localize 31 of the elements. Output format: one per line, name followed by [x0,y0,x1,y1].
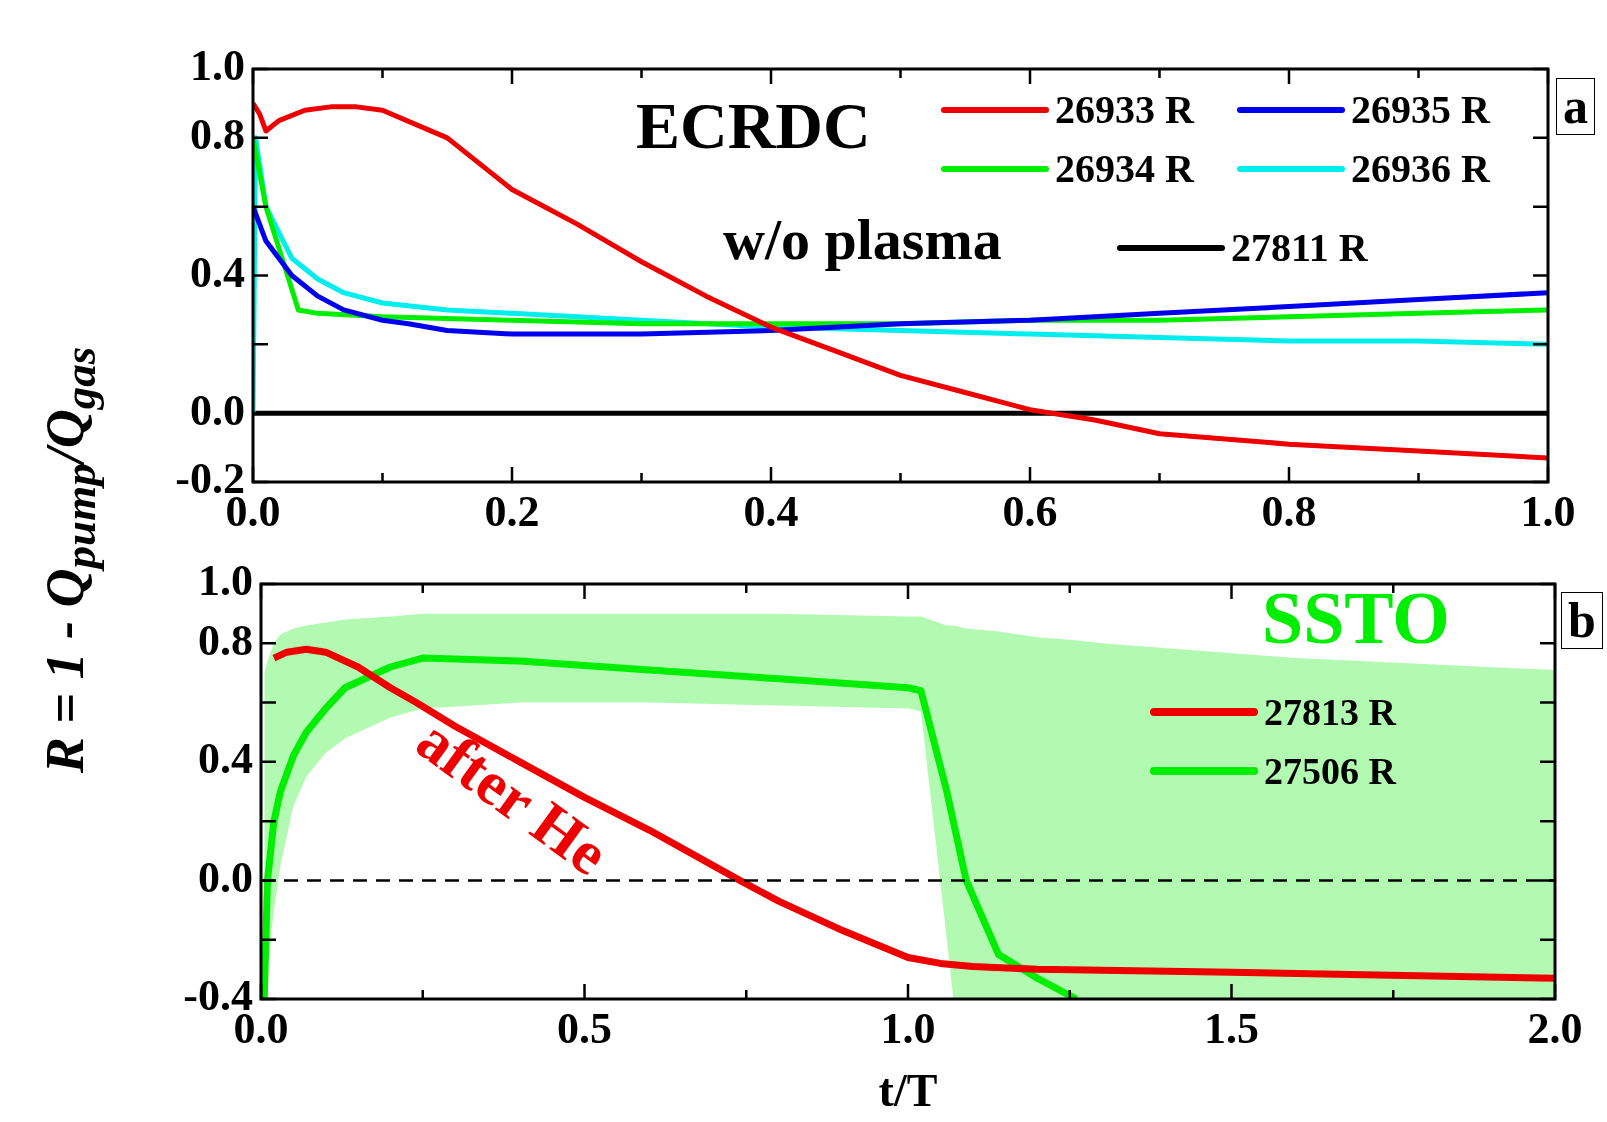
x-tick-label: 2.0 [1527,1003,1583,1053]
x-tick-label: 1.0 [880,1003,936,1053]
annotation: ECRDC [636,89,871,163]
legend-label: 26935 R [1351,86,1490,133]
y-tick-label: 1.0 [190,41,245,91]
y-tick-label: 0.4 [198,734,253,784]
legend-label: 26933 R [1055,86,1194,133]
x-tick-label: 0.2 [484,486,540,536]
annotation: SSTO [1262,577,1450,660]
x-tick-label: 1.5 [1204,1003,1259,1053]
x-tick-label: 0.8 [1261,486,1317,536]
legend-label: 26934 R [1055,145,1194,192]
annotation: after He [404,705,621,888]
x-axis-title: t/T [878,1065,938,1117]
x-tick-label: 1.0 [1520,486,1576,536]
annotation: w/o plasma [723,207,1002,272]
x-tick-label: 0.5 [557,1003,612,1053]
legend-label: 26936 R [1351,145,1490,192]
x-tick-label: 0.6 [1002,486,1058,536]
x-tick-label: 0.4 [743,486,799,536]
text: b [1561,592,1603,649]
y-tick-label: 0.0 [198,852,253,902]
legend-label: 27813 R [1264,690,1396,734]
text: a [1556,78,1595,135]
legend-label: 27811 R [1231,224,1368,271]
y-tick-label: 0.8 [198,615,253,665]
y-tick-label: 1.0 [198,556,253,606]
legend-label: 27506 R [1264,749,1396,793]
y-tick-label: 0.8 [190,110,245,160]
y-tick-label: 0.0 [190,385,245,435]
y-tick-label: 0.4 [190,247,245,297]
